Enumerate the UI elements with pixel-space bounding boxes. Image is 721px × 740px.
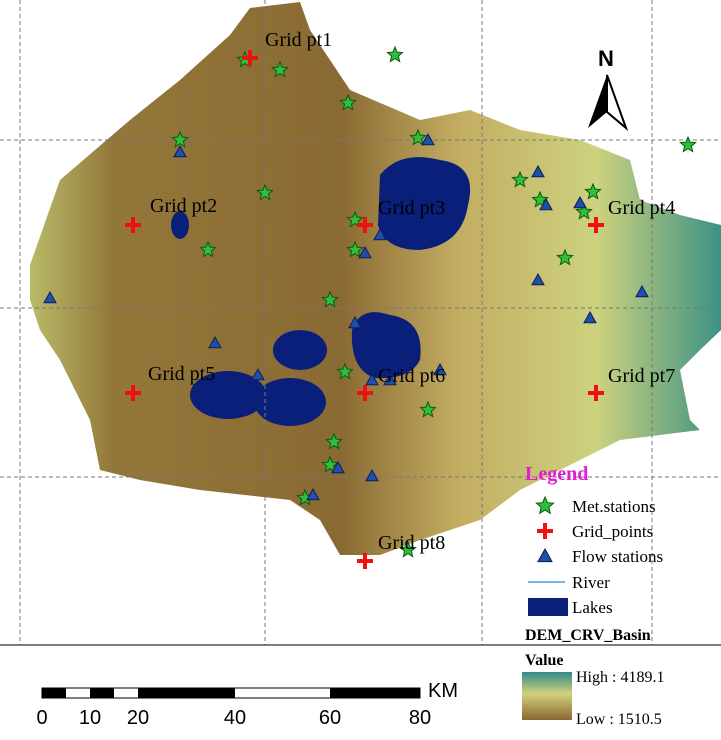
legend-item: Lakes bbox=[572, 598, 613, 617]
north-label: N bbox=[598, 46, 614, 71]
layer-name: DEM_CRV_Basin bbox=[525, 627, 651, 644]
color-ramp bbox=[522, 672, 572, 720]
lake-symbol bbox=[528, 598, 568, 616]
grid-label: Grid pt4 bbox=[608, 197, 675, 219]
legend: Legend Met.stations Grid_points Flow sta… bbox=[522, 463, 664, 728]
scale-label: 80 bbox=[409, 707, 431, 729]
legend-item: Flow stations bbox=[572, 547, 663, 566]
grid-label: Grid pt2 bbox=[150, 195, 217, 217]
grid-label: Grid pt8 bbox=[378, 532, 445, 554]
grid-label: Grid pt7 bbox=[608, 365, 675, 387]
met-station bbox=[536, 497, 553, 513]
scale-unit: KM bbox=[428, 680, 458, 702]
grid-label: Grid pt3 bbox=[378, 197, 445, 219]
flow-station bbox=[538, 549, 552, 562]
value-title: Value bbox=[525, 652, 564, 669]
legend-item: Grid_points bbox=[572, 522, 653, 541]
ramp-high: High : 4189.1 bbox=[576, 669, 664, 686]
legend-item: River bbox=[572, 573, 610, 592]
met-station bbox=[387, 47, 402, 62]
ramp-low: Low : 1510.5 bbox=[576, 711, 662, 728]
lake bbox=[273, 330, 327, 370]
grid-point bbox=[537, 523, 553, 539]
met-station bbox=[680, 137, 695, 152]
grid-label: Grid pt6 bbox=[378, 365, 445, 387]
scale-label: 0 bbox=[36, 707, 47, 729]
scale-label: 10 bbox=[79, 707, 101, 729]
scale-label: 60 bbox=[319, 707, 341, 729]
legend-title: Legend bbox=[525, 463, 588, 485]
north-arrow: N bbox=[588, 46, 626, 128]
scale-label: 40 bbox=[224, 707, 246, 729]
scale-label: 20 bbox=[127, 707, 149, 729]
map-figure: Grid pt1 Grid pt2 Grid pt3 Grid pt4 Grid… bbox=[0, 0, 721, 740]
grid-label: Grid pt1 bbox=[265, 29, 332, 51]
basin-dem bbox=[30, 2, 721, 555]
scale-bar: KM 0 10 20 40 60 80 bbox=[36, 680, 458, 729]
grid-point bbox=[357, 553, 373, 569]
legend-item: Met.stations bbox=[572, 497, 656, 516]
grid-label: Grid pt5 bbox=[148, 363, 215, 385]
